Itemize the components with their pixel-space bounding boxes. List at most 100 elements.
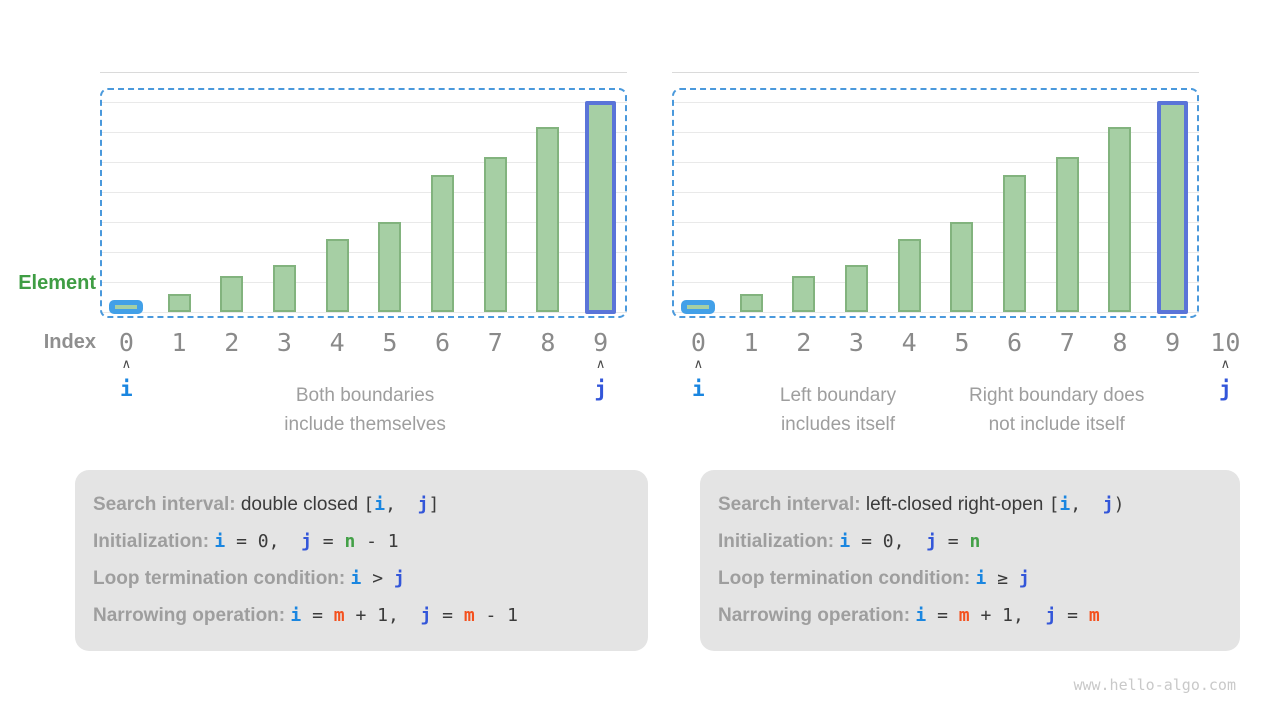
index-label: 1 bbox=[743, 328, 759, 357]
rule-segment-m: m bbox=[958, 605, 970, 626]
rule-segment-label: Search interval: bbox=[718, 494, 866, 515]
bar-element bbox=[897, 239, 921, 312]
up-arrow-icon: ∧ bbox=[595, 357, 606, 372]
rule-segment-code: = bbox=[936, 531, 970, 552]
pointer-j: j bbox=[1219, 377, 1232, 401]
up-arrow-icon: ∧ bbox=[121, 357, 132, 372]
rule-segment-label: Loop termination condition: bbox=[718, 568, 976, 589]
watermark: www.hello-algo.com bbox=[1073, 676, 1236, 694]
index-label: 10 bbox=[1210, 328, 1241, 357]
index-label: 6 bbox=[435, 328, 451, 357]
index-label: 3 bbox=[276, 328, 292, 357]
bar-element bbox=[536, 127, 560, 312]
caption-line: includes itself bbox=[780, 414, 896, 435]
caption-line: not include itself bbox=[988, 414, 1125, 435]
rule-segment-i: i bbox=[350, 568, 362, 589]
rule-segment-code: ] bbox=[428, 494, 440, 515]
bar-element bbox=[220, 276, 244, 312]
pointer-j: j bbox=[594, 377, 607, 401]
left-closed-right-open-rules-box: Search interval: left-closed right-open … bbox=[700, 470, 1240, 651]
index-axis-label: Index bbox=[43, 331, 96, 353]
rule-segment-code: [ bbox=[1048, 494, 1060, 515]
bar-element bbox=[431, 175, 455, 312]
rule-segment-code: + 1, bbox=[344, 605, 421, 626]
index-label: 0 bbox=[690, 328, 706, 357]
rule-segment-code: + 1, bbox=[969, 605, 1046, 626]
rule-segment-i: i bbox=[839, 531, 851, 552]
rule-segment-code: - 1 bbox=[355, 531, 399, 552]
rule-segment-code: = bbox=[926, 605, 959, 626]
index-label: 9 bbox=[1165, 328, 1181, 357]
index-label: 7 bbox=[1059, 328, 1075, 357]
index-label: 5 bbox=[382, 328, 398, 357]
double-closed-rules-box: Search interval: double closed [i, j] Ini… bbox=[75, 470, 648, 651]
boundary-caption: Right boundary does not include itself bbox=[969, 381, 1144, 439]
index-label: 7 bbox=[487, 328, 503, 357]
bar-element bbox=[483, 157, 507, 312]
rule-line: Search interval: double closed [i, j] bbox=[93, 490, 638, 527]
rule-segment-m: m bbox=[1088, 605, 1100, 626]
rule-segment-code: = 0, bbox=[225, 531, 302, 552]
gridline bbox=[100, 72, 627, 73]
rule-segment-plain: left-closed right-open bbox=[865, 494, 1049, 515]
bar-i-highlight bbox=[681, 300, 716, 314]
rule-segment-n: n bbox=[344, 531, 356, 552]
rule-segment-code: = bbox=[431, 605, 464, 626]
gridline bbox=[100, 132, 627, 133]
gridline bbox=[672, 132, 1199, 133]
rule-segment-j: j bbox=[1018, 568, 1030, 589]
rule-segment-j: j bbox=[420, 605, 432, 626]
rule-segment-code: = bbox=[1056, 605, 1089, 626]
rule-segment-j: j bbox=[926, 531, 937, 552]
gridline bbox=[100, 252, 627, 253]
caption-line: Right boundary does bbox=[969, 385, 1145, 406]
rule-segment-code: , bbox=[385, 494, 418, 515]
bar-i-highlight bbox=[109, 300, 144, 314]
gridline bbox=[672, 312, 1199, 313]
rule-segment-j: j bbox=[1045, 605, 1057, 626]
rule-line: Narrowing operation: i = m + 1, j = m bbox=[718, 601, 1230, 638]
rule-segment-j: j bbox=[393, 568, 405, 589]
rule-segment-m: m bbox=[333, 605, 345, 626]
rule-segment-code: = bbox=[301, 605, 334, 626]
rule-segment-j: j bbox=[417, 494, 429, 515]
gridline bbox=[672, 222, 1199, 223]
rule-segment-j: j bbox=[1102, 494, 1114, 515]
rule-line: Loop termination condition: i > j bbox=[93, 564, 638, 601]
rule-segment-code: ) bbox=[1113, 494, 1125, 515]
rule-line: Search interval: left-closed right-open … bbox=[718, 490, 1230, 527]
rule-segment-code: > bbox=[361, 568, 394, 589]
rule-segment-label: Search interval: bbox=[93, 494, 241, 515]
rule-line: Narrowing operation: i = m + 1, j = m - … bbox=[93, 601, 638, 638]
rule-segment-plain: double closed bbox=[240, 494, 364, 515]
rule-segment-label: Initialization: bbox=[718, 531, 840, 552]
rule-segment-m: m bbox=[463, 605, 475, 626]
rule-segment-i: i bbox=[290, 605, 302, 626]
bar-element bbox=[115, 305, 138, 309]
bar-element bbox=[325, 239, 349, 312]
index-label: 2 bbox=[224, 328, 240, 357]
gridline bbox=[672, 102, 1199, 103]
bar-j-outlined bbox=[1157, 101, 1189, 314]
index-label: 8 bbox=[1112, 328, 1128, 357]
gridline bbox=[672, 192, 1199, 193]
rule-segment-i: i bbox=[214, 531, 226, 552]
pointer-i: i bbox=[120, 377, 133, 401]
gridline bbox=[100, 282, 627, 283]
gridline bbox=[100, 162, 627, 163]
bar-element bbox=[1055, 157, 1079, 312]
index-label: 5 bbox=[954, 328, 970, 357]
rule-segment-code: - 1 bbox=[474, 605, 519, 626]
rule-segment-label: Initialization: bbox=[93, 531, 215, 552]
bar-element bbox=[1108, 127, 1132, 312]
caption-line: Both boundaries bbox=[295, 385, 435, 406]
rule-line: Loop termination condition: i ≥ j bbox=[718, 564, 1230, 601]
element-axis-label: Element bbox=[18, 272, 96, 294]
rule-segment-code: ≥ bbox=[986, 568, 1019, 589]
rule-segment-i: i bbox=[374, 494, 386, 515]
bar-element bbox=[950, 222, 974, 312]
bar-element bbox=[844, 265, 868, 312]
rule-segment-i: i bbox=[915, 605, 927, 626]
gridline bbox=[672, 72, 1199, 73]
